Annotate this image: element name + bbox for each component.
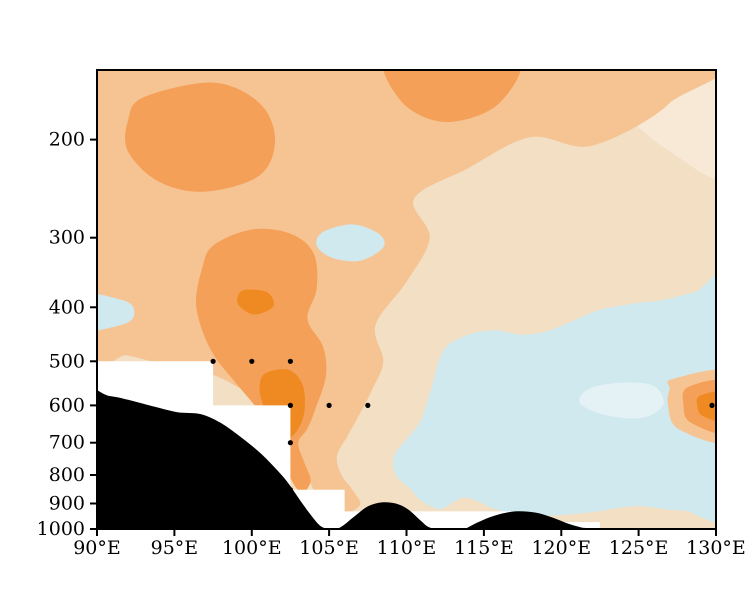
significance-dot [249,358,255,364]
y-tick-label: 400 [49,296,85,318]
contour-region-blue-left-edge [97,293,135,331]
x-tick-label: 110°E [377,537,437,559]
contour-region-blue-light-inner [579,382,664,419]
contour-region-orange3-right-edge [696,391,716,422]
y-tick-label: 600 [49,394,85,416]
y-tick-label: 900 [49,493,85,515]
contour-region-orange2-top-middle [383,70,521,123]
y-tick-label: 500 [49,350,85,372]
x-tick-label: 95°E [151,537,199,559]
contour-region-orange2-upper-left [124,82,276,192]
x-tick-label: 105°E [299,537,359,559]
contour-region-blue-mid-300hpa [316,224,385,262]
contour-region-blue-right-large [393,274,716,522]
y-tick-label: 800 [49,464,85,486]
y-tick-label: 300 [49,227,85,249]
y-tick-label: 700 [49,432,85,454]
contour-region-orange3-upper-core [237,289,275,315]
x-tick-label: 130°E [686,537,746,559]
significance-dot [287,358,293,364]
x-tick-label: 125°E [609,537,669,559]
y-tick-label: 200 [49,129,85,151]
x-tick-label: 120°E [531,537,591,559]
significance-dot [287,440,293,446]
plot-area [97,70,716,529]
contour-region-orange1-main [97,70,716,515]
x-tick-label: 90°E [73,537,121,559]
significance-dot [709,402,715,408]
significance-dot [365,402,371,408]
significance-dot [326,402,332,408]
y-tick-label: 1000 [37,518,85,540]
x-tick-label: 100°E [222,537,282,559]
significance-dot [287,487,293,493]
topography-silhouette [97,390,600,529]
significance-dot [210,358,216,364]
x-tick-label: 115°E [454,537,514,559]
significance-dot [287,402,293,408]
